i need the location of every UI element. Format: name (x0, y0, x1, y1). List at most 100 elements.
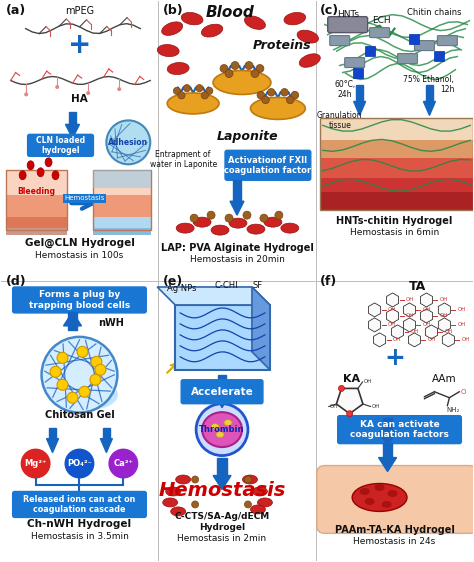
Text: mPEG: mPEG (65, 6, 94, 16)
Polygon shape (369, 318, 381, 332)
Polygon shape (438, 303, 450, 317)
Text: (d): (d) (6, 275, 26, 288)
Text: Hydrogel: Hydrogel (199, 523, 245, 532)
FancyBboxPatch shape (181, 380, 263, 404)
Ellipse shape (365, 498, 374, 505)
Circle shape (256, 65, 264, 72)
Circle shape (173, 87, 181, 94)
Circle shape (220, 65, 228, 72)
Circle shape (201, 92, 209, 99)
FancyBboxPatch shape (175, 305, 270, 370)
Text: OH: OH (330, 404, 338, 409)
Text: Activationof FXII
(coagulation factor): Activationof FXII (coagulation factor) (220, 156, 315, 175)
Circle shape (117, 87, 121, 91)
Circle shape (90, 374, 101, 385)
Ellipse shape (264, 217, 282, 227)
Text: Hemostasis in 100s: Hemostasis in 100s (36, 251, 124, 260)
Text: Adhesion: Adhesion (108, 138, 148, 147)
Ellipse shape (37, 168, 44, 177)
FancyBboxPatch shape (317, 465, 474, 533)
Polygon shape (157, 287, 270, 305)
FancyBboxPatch shape (328, 17, 368, 33)
Ellipse shape (229, 218, 247, 228)
Text: OH: OH (445, 329, 453, 334)
Ellipse shape (176, 223, 194, 233)
Text: Accelerate: Accelerate (191, 387, 254, 397)
Text: Laponite: Laponite (217, 130, 279, 143)
FancyBboxPatch shape (345, 57, 365, 67)
Polygon shape (386, 293, 399, 307)
Circle shape (207, 211, 215, 219)
Circle shape (191, 501, 199, 508)
Text: Chitin chains: Chitin chains (407, 8, 462, 17)
Circle shape (286, 96, 294, 104)
Text: Hemostasis in 24s: Hemostasis in 24s (354, 537, 436, 546)
FancyBboxPatch shape (383, 418, 392, 432)
Text: AAm: AAm (432, 374, 457, 384)
Circle shape (346, 411, 353, 416)
Circle shape (57, 352, 68, 363)
Text: 75% Ethanol,
12h: 75% Ethanol, 12h (403, 75, 455, 94)
Circle shape (260, 214, 268, 222)
Text: OH: OH (372, 404, 380, 409)
Polygon shape (425, 325, 438, 339)
FancyBboxPatch shape (320, 119, 474, 153)
Ellipse shape (181, 12, 203, 25)
FancyBboxPatch shape (13, 287, 146, 313)
Text: nWH: nWH (99, 318, 124, 328)
Text: PO₄²⁻: PO₄²⁻ (67, 459, 92, 468)
Text: OH: OH (392, 337, 401, 342)
Ellipse shape (250, 505, 265, 514)
FancyBboxPatch shape (93, 170, 151, 188)
Polygon shape (100, 438, 112, 452)
Text: Hemostasis: Hemostasis (158, 482, 286, 501)
Circle shape (64, 448, 94, 478)
Ellipse shape (374, 484, 384, 491)
Text: Ca²⁺: Ca²⁺ (113, 459, 133, 468)
Ellipse shape (193, 217, 211, 227)
Ellipse shape (253, 487, 267, 496)
Polygon shape (46, 438, 58, 452)
Text: +: + (384, 346, 405, 370)
Circle shape (251, 70, 259, 78)
Polygon shape (252, 287, 270, 370)
Polygon shape (442, 333, 455, 347)
Ellipse shape (52, 171, 59, 180)
Text: OH: OH (422, 307, 431, 312)
FancyBboxPatch shape (233, 180, 241, 201)
Text: Forms a plug by
trapping blood cells: Forms a plug by trapping blood cells (29, 290, 130, 310)
Ellipse shape (250, 97, 305, 119)
Text: CLN loaded
hydrogel: CLN loaded hydrogel (36, 135, 85, 155)
Circle shape (243, 211, 251, 219)
Text: Ag NPs: Ag NPs (167, 284, 197, 293)
Text: Thrombin: Thrombin (199, 425, 245, 434)
Text: OH: OH (428, 337, 436, 342)
Text: HA: HA (71, 94, 88, 105)
Text: C-CHI: C-CHI (214, 281, 238, 290)
Circle shape (267, 89, 275, 96)
Polygon shape (409, 333, 420, 347)
Circle shape (21, 448, 51, 478)
Ellipse shape (243, 475, 257, 484)
FancyBboxPatch shape (6, 217, 67, 235)
Text: Hemostasis in 3.5min: Hemostasis in 3.5min (30, 532, 128, 541)
Text: OH: OH (461, 337, 470, 342)
FancyBboxPatch shape (68, 312, 77, 330)
Polygon shape (420, 293, 432, 307)
Polygon shape (374, 333, 386, 347)
Ellipse shape (360, 488, 370, 495)
Polygon shape (369, 303, 381, 317)
Circle shape (50, 366, 61, 377)
FancyBboxPatch shape (320, 178, 474, 200)
Ellipse shape (19, 171, 26, 180)
Circle shape (291, 92, 299, 99)
FancyBboxPatch shape (93, 217, 151, 235)
Text: Blood: Blood (206, 4, 255, 20)
Ellipse shape (171, 507, 186, 516)
Circle shape (281, 89, 288, 96)
FancyBboxPatch shape (27, 134, 93, 156)
Circle shape (196, 404, 248, 456)
FancyBboxPatch shape (398, 53, 418, 64)
Text: OH: OH (405, 297, 414, 302)
Ellipse shape (63, 380, 118, 410)
